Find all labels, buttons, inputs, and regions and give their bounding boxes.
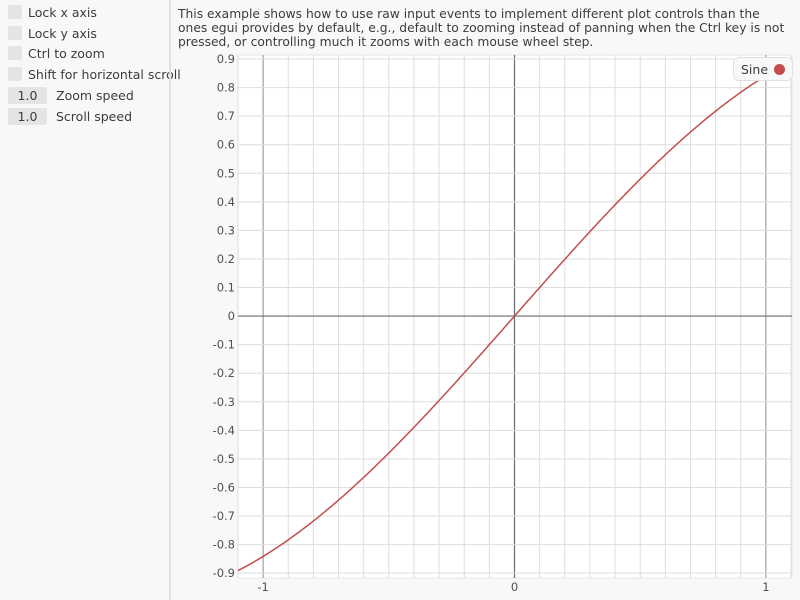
checkbox-box[interactable] <box>8 5 22 19</box>
y-tick-label: 0.3 <box>217 223 235 237</box>
y-tick-label: 0.6 <box>217 138 235 152</box>
y-tick-label: -0.3 <box>213 395 235 409</box>
scroll-speed-label: Scroll speed <box>56 108 133 124</box>
y-tick-label: -0.2 <box>213 366 235 380</box>
y-tick-label: -0.8 <box>213 538 235 552</box>
y-tick-label: 0 <box>228 309 235 323</box>
checkbox-label: Shift for horizontal scroll <box>28 66 181 82</box>
series-line-sine <box>237 60 793 572</box>
zoom-speed-row: 1.0 Zoom speed <box>8 86 134 104</box>
y-tick-label: -0.9 <box>213 566 235 580</box>
checkbox-label: Lock y axis <box>28 25 97 41</box>
y-tick-label: 0.5 <box>217 166 235 180</box>
checkbox-box[interactable] <box>8 67 22 81</box>
description-text: This example shows how to use raw input … <box>178 7 785 49</box>
y-tick-label: 0.8 <box>217 81 235 95</box>
zoom-speed-input[interactable]: 1.0 <box>8 86 47 104</box>
checkbox-label: Lock x axis <box>28 4 97 20</box>
y-tick-label: -0.6 <box>213 480 235 494</box>
x-tick-label: 0 <box>511 580 518 594</box>
zoom-speed-label: Zoom speed <box>56 87 134 103</box>
x-tick-label: -1 <box>257 580 268 594</box>
y-tick-label: 0.4 <box>217 195 235 209</box>
checkbox-box[interactable] <box>8 26 22 40</box>
panel-resize-handle[interactable] <box>169 0 171 600</box>
ctrl-to-zoom-checkbox[interactable]: Ctrl to zoom <box>8 44 105 62</box>
y-tick-label: 0.1 <box>217 281 235 295</box>
sidebar: Lock x axis Lock y axis Ctrl to zoom Shi… <box>0 0 181 600</box>
x-tick-label: 1 <box>762 580 769 594</box>
checkbox-label: Ctrl to zoom <box>28 45 105 61</box>
lock-x-checkbox[interactable]: Lock x axis <box>8 3 97 21</box>
checkbox-box[interactable] <box>8 46 22 60</box>
y-tick-label: -0.1 <box>213 338 235 352</box>
scroll-speed-row: 1.0 Scroll speed <box>8 107 132 125</box>
legend-dot-icon <box>774 63 786 75</box>
y-tick-label: 0.2 <box>217 252 235 266</box>
legend-item-sine[interactable]: Sine <box>733 57 794 81</box>
y-tick-label: 0.7 <box>217 109 235 123</box>
y-tick-label: -0.7 <box>213 509 235 523</box>
y-tick-label: -0.4 <box>213 423 235 437</box>
shift-horizontal-scroll-checkbox[interactable]: Shift for horizontal scroll <box>8 65 181 83</box>
legend-label: Sine <box>741 61 769 77</box>
scroll-speed-input[interactable]: 1.0 <box>8 107 47 125</box>
y-tick-label: -0.5 <box>213 452 235 466</box>
lock-y-checkbox[interactable]: Lock y axis <box>8 24 97 42</box>
y-tick-label: 0.9 <box>217 52 235 66</box>
